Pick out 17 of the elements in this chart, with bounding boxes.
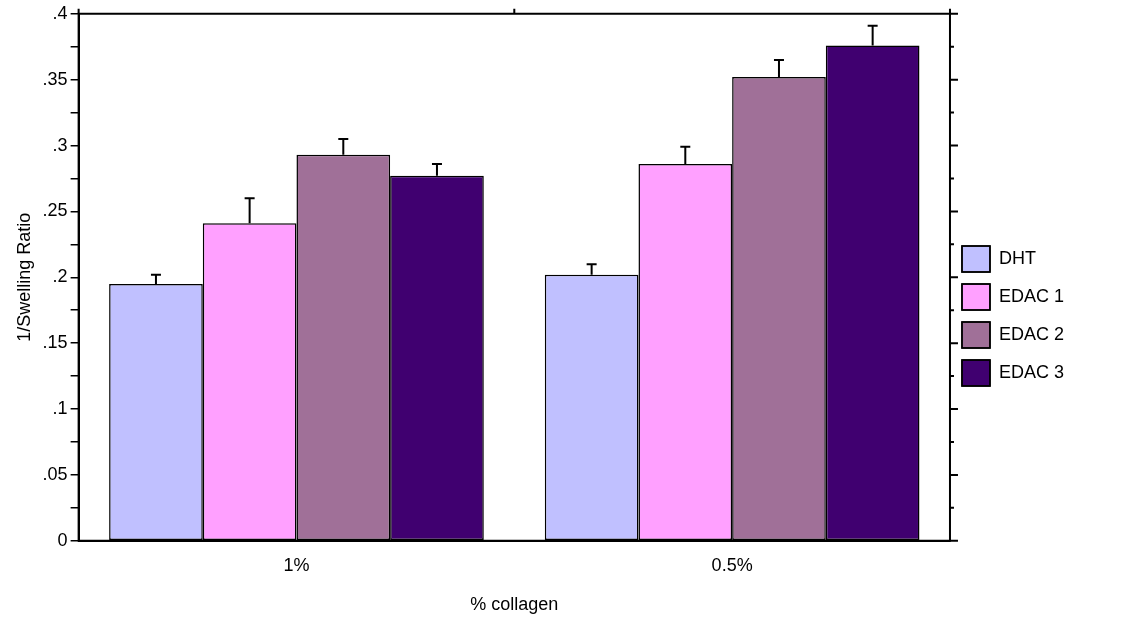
y-axis-title: 1/Swelling Ratio [13,212,34,342]
y-tick-label: .4 [52,2,68,23]
x-tick-label: 1% [283,554,310,575]
legend-label: EDAC 3 [998,361,1065,382]
y-tick-label: 0 [57,529,68,550]
y-tick-label: .15 [42,332,68,353]
y-tick-label: .35 [42,68,68,89]
y-tick-label: .05 [42,463,68,484]
y-tick-label: .2 [52,266,68,287]
legend-label: EDAC 2 [998,323,1065,344]
x-axis-title: % collagen [470,594,559,615]
y-tick-label: .3 [52,134,68,155]
legend-label: DHT [998,247,1036,268]
legend-label: EDAC 1 [998,285,1065,306]
x-tick-label: 0.5% [711,554,753,575]
y-tick-label: .25 [42,200,68,221]
y-tick-label: .1 [52,398,68,419]
